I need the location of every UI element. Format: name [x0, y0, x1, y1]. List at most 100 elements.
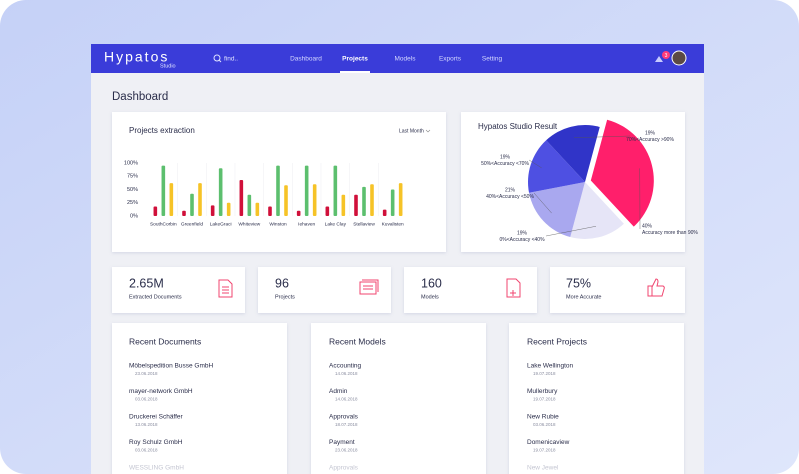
pie-value-label: 21%	[505, 187, 516, 193]
list-item-date: 23.06.2018	[135, 371, 158, 376]
list-item-name[interactable]: Admin	[329, 388, 348, 395]
bar	[182, 210, 186, 216]
x-tick-label: SouthCorbin	[150, 221, 177, 227]
header-bar	[91, 44, 704, 73]
list-item-name[interactable]: Druckerei Schäffer	[129, 414, 184, 421]
bar	[390, 189, 395, 216]
list-item-date: 14.06.2018	[335, 397, 358, 402]
list-title: Recent Documents	[129, 336, 201, 346]
y-tick-label: 100%	[124, 160, 138, 166]
nav-item[interactable]: Projects	[342, 56, 368, 63]
list-item-date: 03.06.2018	[135, 397, 158, 402]
list-item-name[interactable]: Payment	[329, 439, 355, 446]
bar	[268, 206, 272, 216]
x-tick-label: LakeGraci	[210, 221, 232, 227]
bar	[255, 202, 260, 216]
chart-title: Projects extraction	[129, 126, 195, 135]
list-item-name[interactable]: mayer-network GmbH	[129, 388, 193, 395]
bar	[362, 186, 366, 216]
bell-icon[interactable]	[655, 56, 663, 62]
nav-item[interactable]: Dashboard	[290, 56, 322, 63]
stat-value: 75%	[566, 276, 591, 290]
pie-value-label: 40%	[642, 223, 653, 229]
stat-value: 96	[275, 276, 289, 290]
search-field[interactable]: find..	[224, 56, 238, 63]
bar	[284, 185, 288, 216]
nav-item[interactable]: Exports	[439, 56, 462, 63]
list-item-date: 19.07.2018	[533, 448, 556, 453]
x-tick-label: Winston	[269, 221, 287, 227]
stat-value: 160	[421, 276, 442, 290]
bar	[226, 202, 231, 216]
logo: Hypatos	[104, 49, 169, 65]
dropdown[interactable]: Last Month	[399, 128, 424, 134]
list-item-date: 18.07.2018	[335, 422, 358, 427]
bar	[398, 183, 403, 216]
bar	[354, 194, 358, 216]
x-tick-label: Lake Clay	[325, 221, 347, 227]
logo-sub: Studio	[160, 63, 176, 69]
bar	[247, 194, 252, 216]
stat-label: Models	[421, 294, 439, 300]
list-item-name[interactable]: WESSLING GmbH	[129, 465, 184, 472]
list-item-name[interactable]: Domenicaview	[527, 439, 570, 446]
card	[509, 323, 684, 474]
list-item-name[interactable]: New Jewel	[527, 465, 559, 472]
list-item-date: 19.07.2018	[533, 371, 556, 376]
nav-item[interactable]: Models	[395, 56, 417, 63]
bar	[333, 165, 338, 216]
card	[258, 267, 391, 313]
y-tick-label: 50%	[127, 187, 138, 193]
list-item-name[interactable]: New Rubie	[527, 414, 559, 421]
stat-value: 2.65M	[129, 276, 164, 290]
thumbs-up-icon	[647, 278, 665, 297]
pie-category-label: Accuracy more than 90%	[642, 230, 698, 236]
nav-item[interactable]: Setting	[482, 56, 503, 63]
bar	[341, 194, 346, 216]
news-icon	[359, 279, 379, 295]
pie-value-label: 19%	[517, 230, 528, 236]
dropdown-caret	[425, 129, 431, 133]
list-item-name[interactable]: Lake Wellington	[527, 363, 574, 370]
pie-slice	[529, 182, 585, 238]
leader-line	[573, 135, 631, 138]
bar	[370, 184, 374, 216]
list-item-name[interactable]: Accounting	[329, 363, 362, 370]
nav-underline	[340, 71, 370, 73]
list-item-name[interactable]: Roy Schulz GmbH	[129, 439, 183, 446]
list-item-name[interactable]: Möbelspedition Busse GmbH	[129, 363, 213, 370]
pie-value-label: 19%	[500, 154, 511, 160]
bar	[312, 184, 317, 216]
bar	[210, 205, 215, 216]
bar	[304, 165, 309, 216]
x-tick-label: Greenfield	[181, 221, 203, 227]
stat-icons	[218, 278, 665, 298]
pie-slice	[528, 140, 585, 193]
list-item-name[interactable]: Mullerbury	[527, 388, 558, 395]
search-icon	[213, 54, 221, 62]
list-item-name[interactable]: Approvals	[329, 465, 359, 472]
bar	[169, 183, 174, 216]
list-title: Recent Models	[329, 336, 386, 346]
bar	[161, 165, 166, 216]
leader-line	[528, 159, 542, 169]
card	[112, 323, 287, 474]
list-item-name[interactable]: Approvals	[329, 414, 359, 421]
bar	[218, 168, 223, 216]
bar	[190, 193, 194, 216]
y-tick-label: 25%	[127, 200, 138, 206]
stat-label: Projects	[275, 294, 295, 300]
leader-line	[533, 192, 552, 214]
list-item-date: 19.07.2018	[533, 397, 556, 402]
list-title: Recent Projects	[527, 336, 587, 346]
bar	[325, 206, 330, 216]
bar	[382, 209, 387, 216]
header-icons	[213, 50, 687, 66]
bar	[276, 165, 280, 216]
stat-label: More Accurate	[566, 294, 601, 300]
bar	[239, 179, 244, 216]
notification-badge[interactable]	[662, 51, 670, 59]
card	[550, 267, 685, 313]
avatar[interactable]	[671, 50, 687, 66]
